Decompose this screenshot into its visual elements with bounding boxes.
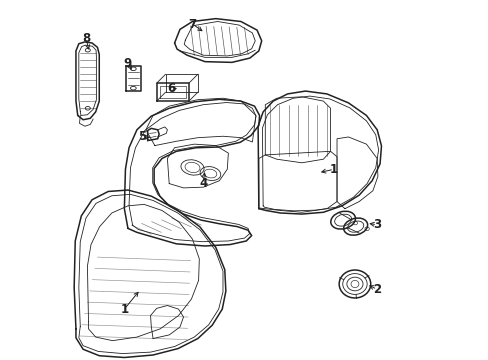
Text: 5: 5 xyxy=(138,130,146,144)
Text: 7: 7 xyxy=(188,18,196,31)
Text: 6: 6 xyxy=(166,82,175,95)
Text: 9: 9 xyxy=(123,57,132,70)
Text: 2: 2 xyxy=(372,283,381,296)
Text: 4: 4 xyxy=(199,177,207,190)
Text: 1: 1 xyxy=(329,163,338,176)
Text: 1: 1 xyxy=(120,303,128,316)
Text: 8: 8 xyxy=(81,32,90,45)
Text: 3: 3 xyxy=(372,218,381,231)
